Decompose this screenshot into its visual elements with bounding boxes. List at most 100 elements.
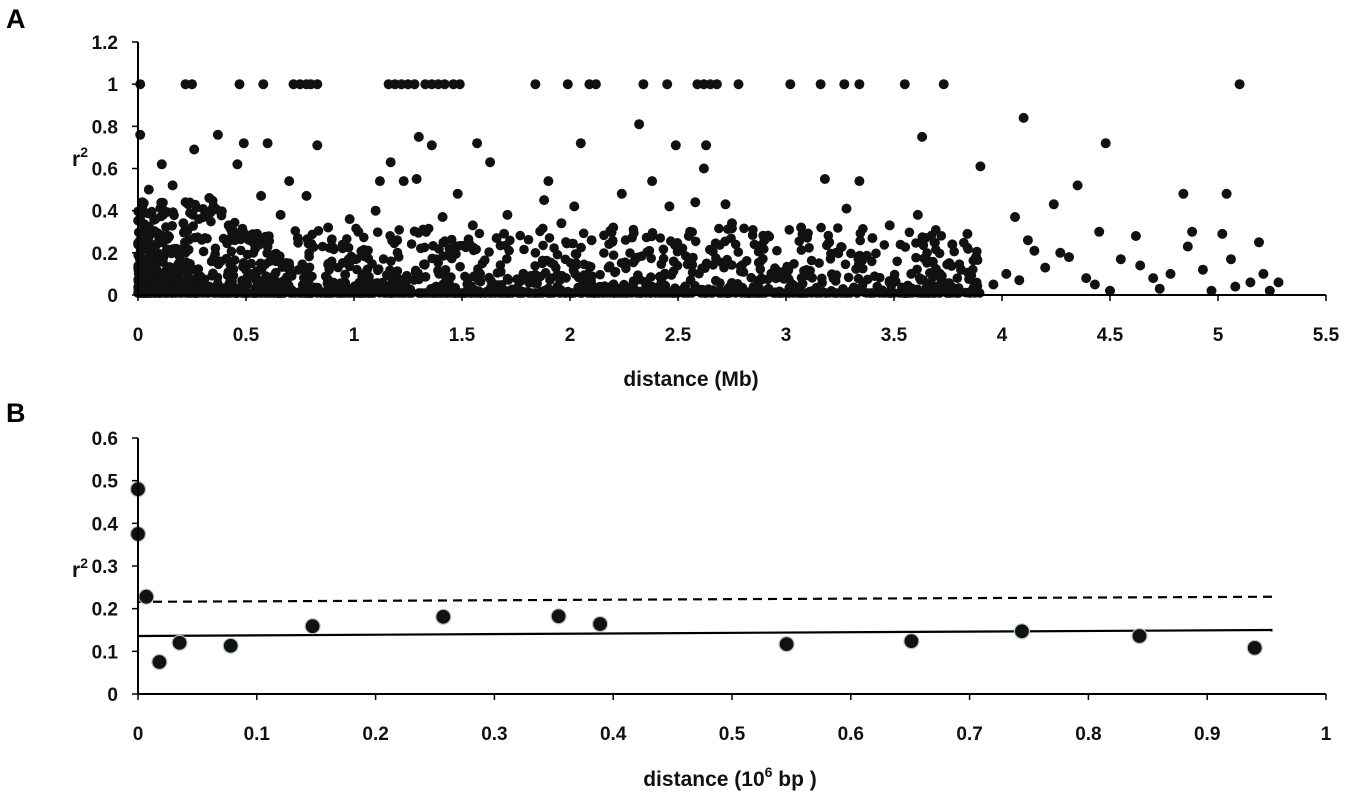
data-point — [262, 288, 273, 298]
x-tick-label-b: 0.7 — [956, 724, 982, 745]
data-point — [710, 238, 721, 248]
data-point — [474, 272, 484, 282]
x-tick-label-a: 4 — [997, 325, 1008, 346]
data-point — [552, 249, 563, 260]
data-point — [796, 245, 807, 255]
data-point — [258, 79, 269, 90]
y-tick-label-b: 0.2 — [92, 600, 118, 621]
data-point — [467, 288, 477, 298]
data-point — [386, 256, 396, 267]
data-point — [418, 224, 429, 235]
data-point — [754, 288, 764, 298]
data-point — [139, 226, 150, 237]
data-point — [1165, 268, 1176, 279]
data-point — [210, 249, 220, 259]
data-point — [927, 272, 938, 283]
data-point — [616, 188, 627, 199]
data-point — [208, 201, 219, 212]
data-point — [521, 271, 532, 281]
data-point — [595, 269, 605, 280]
data-point — [571, 260, 582, 270]
chart-panel-a: A 0 0.5 1 1.5 2 2.5 3 3.5 4 4.5 5 5.5 0 0.2 0.4 0.6 0.8 1… — [6, 4, 1340, 391]
data-point — [1254, 237, 1264, 248]
data-point — [569, 201, 580, 212]
data-point — [135, 129, 146, 140]
data-point — [1148, 273, 1159, 284]
data-point — [163, 231, 174, 241]
data-point — [634, 119, 645, 130]
data-point — [567, 238, 577, 249]
data-point — [1135, 260, 1146, 271]
data-point — [284, 261, 295, 272]
data-point — [180, 247, 191, 258]
data-point — [697, 263, 707, 274]
data-point — [620, 257, 630, 268]
data-point — [711, 79, 722, 90]
data-point — [670, 140, 681, 151]
data-point — [228, 264, 239, 274]
data-point — [1022, 235, 1033, 246]
data-point — [730, 239, 741, 250]
data-point — [647, 231, 657, 242]
data-point — [854, 250, 865, 261]
data-point — [370, 278, 381, 289]
data-point — [198, 246, 209, 257]
data-point — [879, 240, 890, 250]
data-point — [942, 259, 952, 270]
x-tick-label-b: 0.3 — [481, 724, 507, 745]
data-point — [372, 265, 383, 276]
data-point — [213, 278, 223, 289]
data-point — [604, 261, 615, 271]
data-point — [167, 221, 177, 231]
data-point — [801, 265, 812, 275]
y-tick-label-b: 0.1 — [92, 642, 119, 663]
data-point — [440, 265, 451, 275]
data-point — [156, 159, 167, 170]
data-point — [766, 268, 776, 279]
data-point — [323, 288, 333, 298]
data-point — [545, 274, 555, 284]
data-point — [687, 288, 697, 298]
data-point — [359, 251, 370, 262]
trend-lines-b — [137, 595, 1273, 638]
data-point — [303, 275, 314, 286]
data-point — [796, 222, 807, 233]
x-tick-label-b: 0.2 — [362, 724, 388, 745]
data-point — [739, 223, 749, 234]
x-tick-label-b: 0.5 — [719, 724, 746, 745]
scatter-points-b — [129, 481, 1263, 671]
data-point — [530, 248, 541, 258]
data-point — [328, 242, 338, 253]
data-point — [277, 262, 288, 273]
data-point — [189, 144, 200, 155]
data-point — [717, 286, 727, 297]
data-point — [485, 157, 496, 168]
x-tick-label-b: 0.1 — [244, 724, 271, 745]
data-point — [502, 254, 512, 264]
data-point — [1100, 138, 1111, 149]
y-axis-label-b: r2 — [72, 555, 88, 582]
data-point — [557, 270, 567, 281]
data-point — [171, 634, 188, 651]
data-point — [934, 248, 945, 259]
data-point — [930, 281, 941, 292]
data-point — [668, 256, 679, 267]
x-tick-label-a: 2.5 — [665, 325, 692, 346]
x-tick-label-a: 1.5 — [449, 325, 476, 346]
data-point — [1230, 281, 1241, 292]
data-point — [238, 138, 249, 149]
y-tick-label-a: 0.2 — [92, 244, 118, 265]
data-point — [452, 188, 463, 199]
data-point — [711, 275, 721, 286]
x-tick-label-a: 1 — [349, 325, 360, 346]
data-point — [544, 233, 555, 243]
data-point — [698, 163, 709, 174]
data-point — [583, 261, 594, 271]
data-point — [711, 253, 721, 263]
data-point — [234, 79, 245, 90]
data-point — [232, 288, 242, 298]
data-point — [604, 239, 614, 249]
data-point — [586, 235, 597, 246]
data-point — [719, 259, 730, 269]
data-point — [1246, 639, 1263, 657]
